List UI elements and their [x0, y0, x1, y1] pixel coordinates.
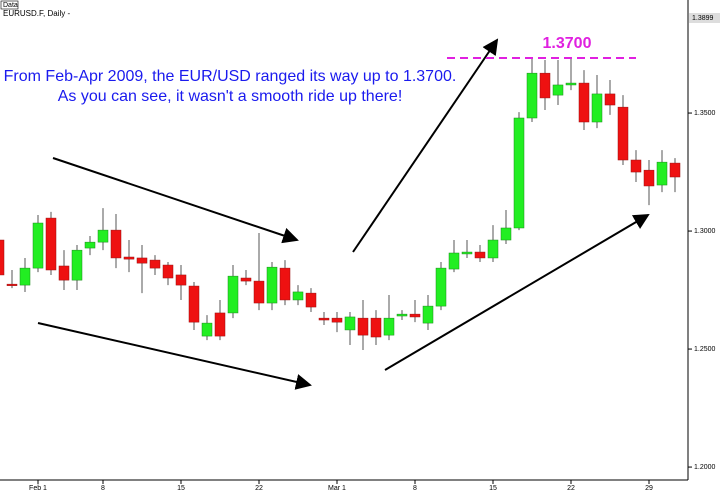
price-label: 1.3899: [692, 15, 714, 22]
candle-body: [500, 227, 512, 241]
candle-body: [409, 313, 421, 318]
candle-body: [357, 317, 369, 336]
x-tick-label: 22: [255, 485, 263, 492]
candle-body: [292, 291, 304, 301]
y-tick-label: 1.2500: [694, 346, 716, 353]
candle-body: [344, 316, 356, 331]
candle-body: [175, 274, 187, 286]
candle-body: [435, 267, 447, 307]
candle-body: [149, 259, 161, 269]
candle-body: [0, 239, 5, 276]
panel-label: Data: [3, 2, 18, 9]
candle-body: [331, 317, 343, 323]
candle-body: [591, 93, 603, 123]
candle-body: [513, 117, 525, 229]
candle-body: [617, 106, 629, 161]
candle-body: [630, 159, 642, 173]
candle-body: [396, 313, 408, 317]
candle-body: [578, 82, 590, 123]
x-tick-label: Mar 1: [328, 485, 346, 492]
candle-body: [97, 229, 109, 243]
candle-body: [279, 267, 291, 301]
candle-body: [214, 312, 226, 337]
candle-body: [552, 84, 564, 96]
candle-body: [58, 265, 70, 281]
candle-body: [240, 277, 252, 282]
candle-body: [305, 292, 317, 308]
arrow: [52, 157, 299, 244]
candle-body: [201, 322, 213, 337]
candle-body: [539, 72, 551, 99]
candle-body: [45, 217, 57, 271]
candle-body: [422, 305, 434, 324]
x-tick-label: 8: [413, 485, 417, 492]
x-tick-label: 22: [567, 485, 575, 492]
arrow: [384, 213, 650, 371]
candle-body: [370, 317, 382, 338]
candle-body: [487, 239, 499, 259]
price-box: [689, 13, 720, 23]
x-tick-label: 15: [177, 485, 185, 492]
candle-body: [318, 317, 330, 321]
candle-body: [227, 275, 239, 314]
chart-title: EURUSD.F, Daily -: [3, 9, 70, 18]
candle-body: [32, 222, 44, 269]
candle-body: [123, 256, 135, 260]
candle-body: [110, 229, 122, 259]
arrows: [37, 38, 650, 390]
candle-body: [162, 264, 174, 279]
x-tick-label: 29: [645, 485, 653, 492]
candle-body: [474, 251, 486, 259]
candle-body: [461, 251, 473, 255]
annotation: From Feb-Apr 2009, the EUR/USD ranged it…: [4, 68, 457, 85]
y-tick-label: 1.2000: [694, 464, 716, 471]
candle-body: [266, 266, 278, 304]
x-tick-label: 15: [489, 485, 497, 492]
candle-body: [643, 169, 655, 187]
candle-body: [188, 285, 200, 323]
candle-body: [448, 252, 460, 270]
candle-body: [136, 257, 148, 264]
panel-box: [0, 0, 19, 10]
candle-body: [84, 241, 96, 249]
candle-body: [71, 249, 83, 281]
candle-body: [19, 267, 31, 286]
x-tick-label: 8: [101, 485, 105, 492]
candle-body: [383, 317, 395, 336]
candle-body: [669, 162, 681, 178]
arrow: [37, 322, 312, 390]
y-tick-label: 1.3000: [694, 228, 716, 235]
y-tick-label: 1.3500: [694, 110, 716, 117]
level-label: 1.3700: [543, 35, 592, 52]
candle-body: [656, 161, 668, 186]
x-tick-label: Feb 1: [29, 485, 47, 492]
candle-body: [526, 72, 538, 119]
candle-body: [253, 280, 265, 304]
candle-body: [6, 283, 18, 286]
candle-body: [565, 82, 577, 86]
arrow: [352, 38, 499, 253]
candle-body: [604, 93, 616, 106]
annotation: As you can see, it wasn't a smooth ride …: [58, 88, 403, 105]
